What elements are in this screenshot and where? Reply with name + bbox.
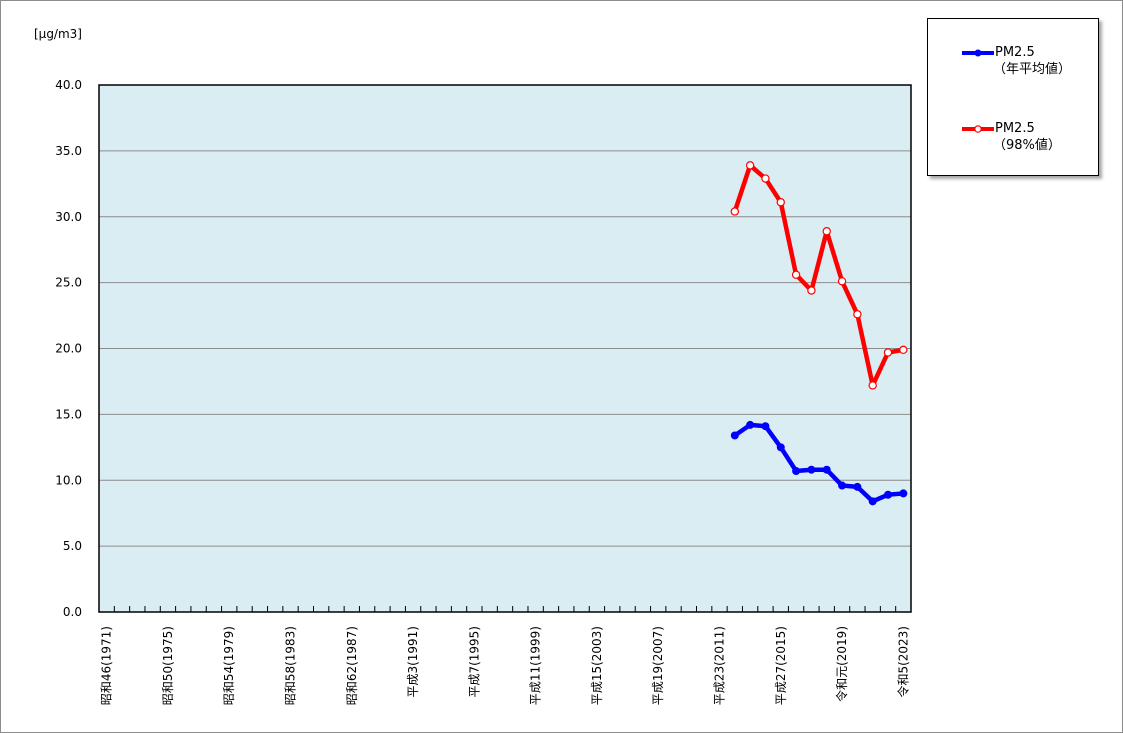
x-tick-label: 昭和50(1975) [161,626,175,705]
data-point [730,207,740,216]
y-tick-label: 40.0 [55,78,82,92]
data-point [761,174,770,183]
y-tick-label: 0.0 [63,605,82,619]
data-point [899,489,908,498]
legend-sublabel-2: （98%値） [993,138,1061,153]
series-98-percentile [730,161,908,390]
data-point [868,381,877,390]
chart-legend: PM2.5 （年平均値） PM2.5 （98%値） [927,18,1099,176]
x-axis-ticks: 昭和46(1971) 昭和50(1975) 昭和54(1979) 昭和58(1983)… [100,606,910,705]
x-tick-label: 平成23(2011) [712,626,726,705]
series-lines [730,161,908,506]
x-tick-label: 平成19(2007) [651,626,665,705]
y-tick-label: 30.0 [55,210,82,224]
x-tick-label: 平成11(1999) [529,626,543,705]
y-tick-label: 15.0 [55,407,82,421]
y-tick-label: 25.0 [55,276,82,290]
data-point [853,310,862,319]
data-point [883,348,893,357]
y-tick-label: 35.0 [55,144,82,158]
x-tick-label: 平成15(2003) [590,626,604,705]
legend-swatch-red [962,125,994,133]
legend-label-1: PM2.5 [995,45,1035,60]
y-axis-ticks: 0.0 5.0 10.0 15.0 20.0 25.0 30.0 35.0 40.0 [55,78,82,619]
y-axis-unit-label: [μg/m3] [34,27,82,41]
data-point [807,286,816,295]
data-point [730,431,739,440]
data-point [868,497,877,506]
y-tick-label: 20.0 [55,342,82,356]
data-point [746,420,755,429]
data-point [822,227,831,236]
x-tick-label: 昭和46(1971) [100,626,114,705]
data-point [822,465,831,474]
x-tick-label: 令和5(2023) [895,626,910,698]
legend-sublabel-1: （年平均値） [993,62,1072,77]
x-tick-label: 昭和62(1987) [345,626,359,705]
x-tick-label: 昭和54(1979) [222,626,236,705]
x-tick-label: 平成27(2015) [774,626,788,705]
data-point [853,482,862,491]
x-tick-label: 昭和58(1983) [284,626,298,705]
data-point [884,490,893,499]
legend-label-2: PM2.5 [995,121,1035,136]
y-tick-label: 5.0 [63,539,82,553]
data-point [807,465,816,474]
gridlines [99,150,911,547]
legend-swatch-blue [962,49,994,57]
data-point [745,161,755,170]
series-annual-mean [730,420,908,506]
data-point [761,422,770,431]
data-point [899,345,908,355]
data-point [776,198,785,207]
plot-border [98,84,912,613]
x-tick-label: 平成7(1995) [467,626,481,698]
data-point [792,467,801,476]
x-tick-label: 平成3(1991) [406,626,420,698]
x-tick-label: 令和元(2019) [834,626,849,702]
data-point [837,277,847,286]
data-point [791,270,801,279]
y-tick-label: 10.0 [55,473,82,487]
data-point [838,481,847,490]
data-point [776,443,785,452]
